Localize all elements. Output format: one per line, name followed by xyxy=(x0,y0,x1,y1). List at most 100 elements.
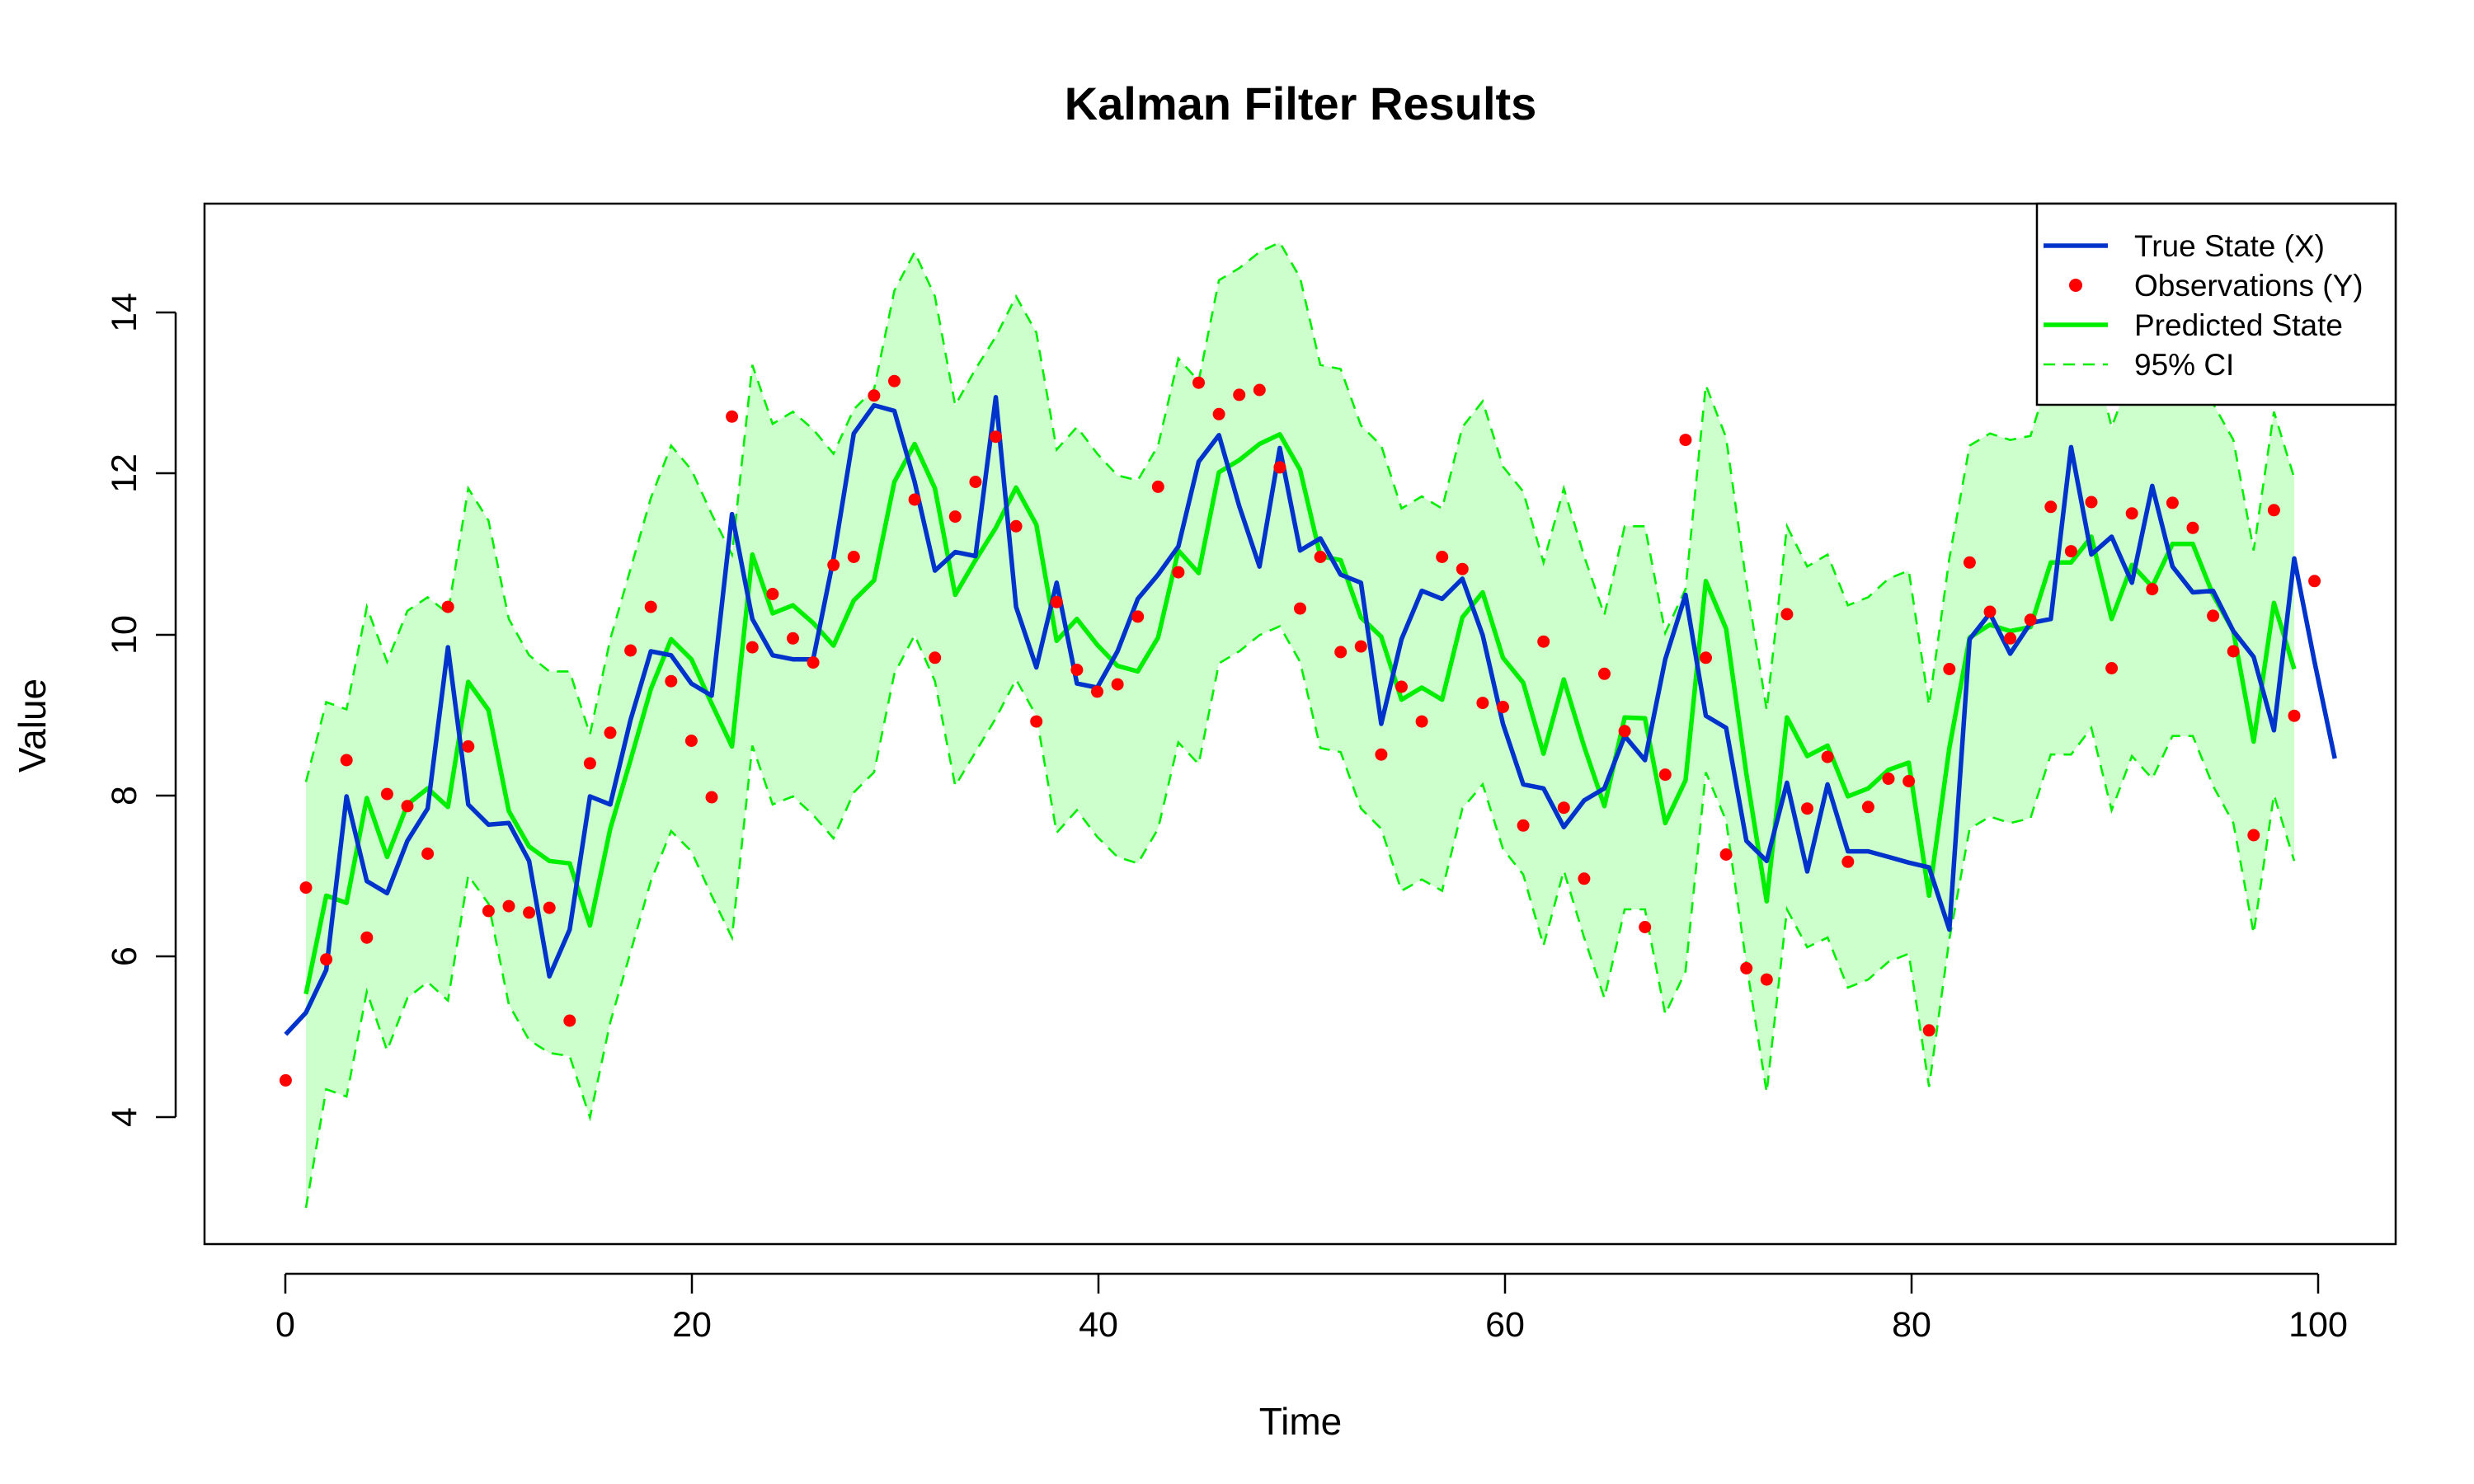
observation-point xyxy=(1557,801,1570,815)
observation-point xyxy=(1415,715,1428,728)
observation-point xyxy=(1334,646,1348,659)
observation-point xyxy=(1963,556,1976,569)
y-axis: 4 6 8 10 12 14 xyxy=(105,293,177,1127)
observation-point xyxy=(2064,545,2077,558)
observation-point xyxy=(2247,829,2260,842)
observation-point xyxy=(908,493,921,506)
observation-point xyxy=(2227,645,2240,658)
observation-point xyxy=(2125,507,2138,520)
observation-point xyxy=(1618,725,1631,738)
x-tick-0: 0 xyxy=(275,1274,295,1345)
x-tick-label: 0 xyxy=(275,1305,295,1345)
observation-point xyxy=(1294,602,1306,615)
x-tick-label: 60 xyxy=(1485,1305,1525,1345)
observation-point xyxy=(583,757,596,770)
observation-point xyxy=(421,848,435,860)
observation-point xyxy=(604,726,617,740)
y-tick-2: 8 xyxy=(105,786,176,805)
legend-item-observations: Observations (Y) xyxy=(2069,269,2363,303)
legend-label: True State (X) xyxy=(2134,229,2325,263)
legend-box xyxy=(2035,202,2397,406)
observation-point xyxy=(563,1014,576,1027)
observation-point xyxy=(1760,973,1773,986)
observation-point xyxy=(401,800,414,813)
observation-point xyxy=(929,651,942,665)
observation-point xyxy=(502,899,515,913)
x-axis-label: Time xyxy=(1259,1400,1343,1443)
observation-point xyxy=(1476,697,1489,710)
observation-point xyxy=(665,674,678,688)
ci-band-fill xyxy=(306,242,2294,1208)
observation-point xyxy=(441,600,454,613)
observation-point xyxy=(644,600,657,613)
x-tick-2: 40 xyxy=(1079,1274,1118,1345)
x-axis: 0 20 40 60 80 100 xyxy=(275,1272,2348,1345)
observation-point xyxy=(990,430,1002,444)
legend-label: Predicted State xyxy=(2134,308,2343,342)
x-tick-label: 20 xyxy=(672,1305,712,1345)
observation-point xyxy=(340,754,353,767)
observation-point xyxy=(948,510,962,524)
chart-title: Kalman Filter Results xyxy=(1065,77,1537,129)
observation-point xyxy=(1253,383,1266,397)
observation-point xyxy=(1192,376,1205,389)
observation-point xyxy=(1801,802,1813,815)
observation-point xyxy=(360,931,374,944)
observation-point xyxy=(684,735,698,747)
observation-point xyxy=(2288,709,2301,722)
x-tick-5: 100 xyxy=(2288,1274,2348,1345)
y-tick-label: 6 xyxy=(105,946,144,966)
observation-point xyxy=(2166,496,2179,510)
observation-point xyxy=(1375,748,1388,761)
y-tick-label: 4 xyxy=(105,1107,144,1127)
x-tick-4: 80 xyxy=(1892,1274,1931,1345)
observation-point xyxy=(1983,605,1997,618)
observation-point xyxy=(1456,562,1469,575)
observation-point xyxy=(1111,678,1124,691)
observation-point xyxy=(2146,583,2159,596)
observation-point xyxy=(1273,461,1286,474)
legend-item-ci: 95% CI xyxy=(2044,348,2234,382)
legend-label: 95% CI xyxy=(2134,348,2234,382)
observation-point xyxy=(1780,608,1794,621)
observation-point xyxy=(1436,551,1449,563)
observation-point xyxy=(1091,685,1103,698)
observation-point xyxy=(1009,519,1023,533)
observation-point xyxy=(969,476,982,488)
predicted-state-line xyxy=(303,432,2297,995)
observation-point xyxy=(2085,495,2098,509)
observation-point xyxy=(279,1073,292,1087)
observation-point xyxy=(1537,635,1550,648)
observation-point xyxy=(1922,1024,1935,1037)
observation-point xyxy=(1598,667,1611,680)
observation-point xyxy=(1639,921,1652,933)
observation-point xyxy=(1578,872,1591,885)
y-tick-3: 10 xyxy=(105,615,176,655)
observation-point xyxy=(1212,407,1225,420)
observation-point xyxy=(543,901,556,914)
observation-point xyxy=(1882,773,1895,785)
y-tick-4: 12 xyxy=(105,453,176,493)
y-axis-label: Value xyxy=(11,679,54,773)
observation-point xyxy=(1861,801,1874,814)
observation-point xyxy=(807,656,820,669)
observation-point xyxy=(299,881,313,895)
x-tick-label: 100 xyxy=(2288,1305,2348,1345)
x-tick-1: 20 xyxy=(672,1274,712,1345)
observation-point xyxy=(868,389,881,402)
observation-point xyxy=(523,906,536,919)
plot-area xyxy=(279,241,2337,1209)
observation-point xyxy=(1050,595,1063,608)
y-tick-label: 12 xyxy=(105,453,144,493)
observation-point xyxy=(2024,613,2037,627)
observation-point xyxy=(2207,609,2220,622)
y-tick-label: 10 xyxy=(105,615,144,655)
legend-swatch-observations xyxy=(2069,279,2082,292)
observation-point xyxy=(1314,551,1327,563)
observation-point xyxy=(2004,632,2017,645)
observation-point xyxy=(1719,848,1733,861)
true-state-line xyxy=(284,395,2337,1036)
observation-point xyxy=(847,551,860,563)
observation-point xyxy=(1740,961,1753,974)
